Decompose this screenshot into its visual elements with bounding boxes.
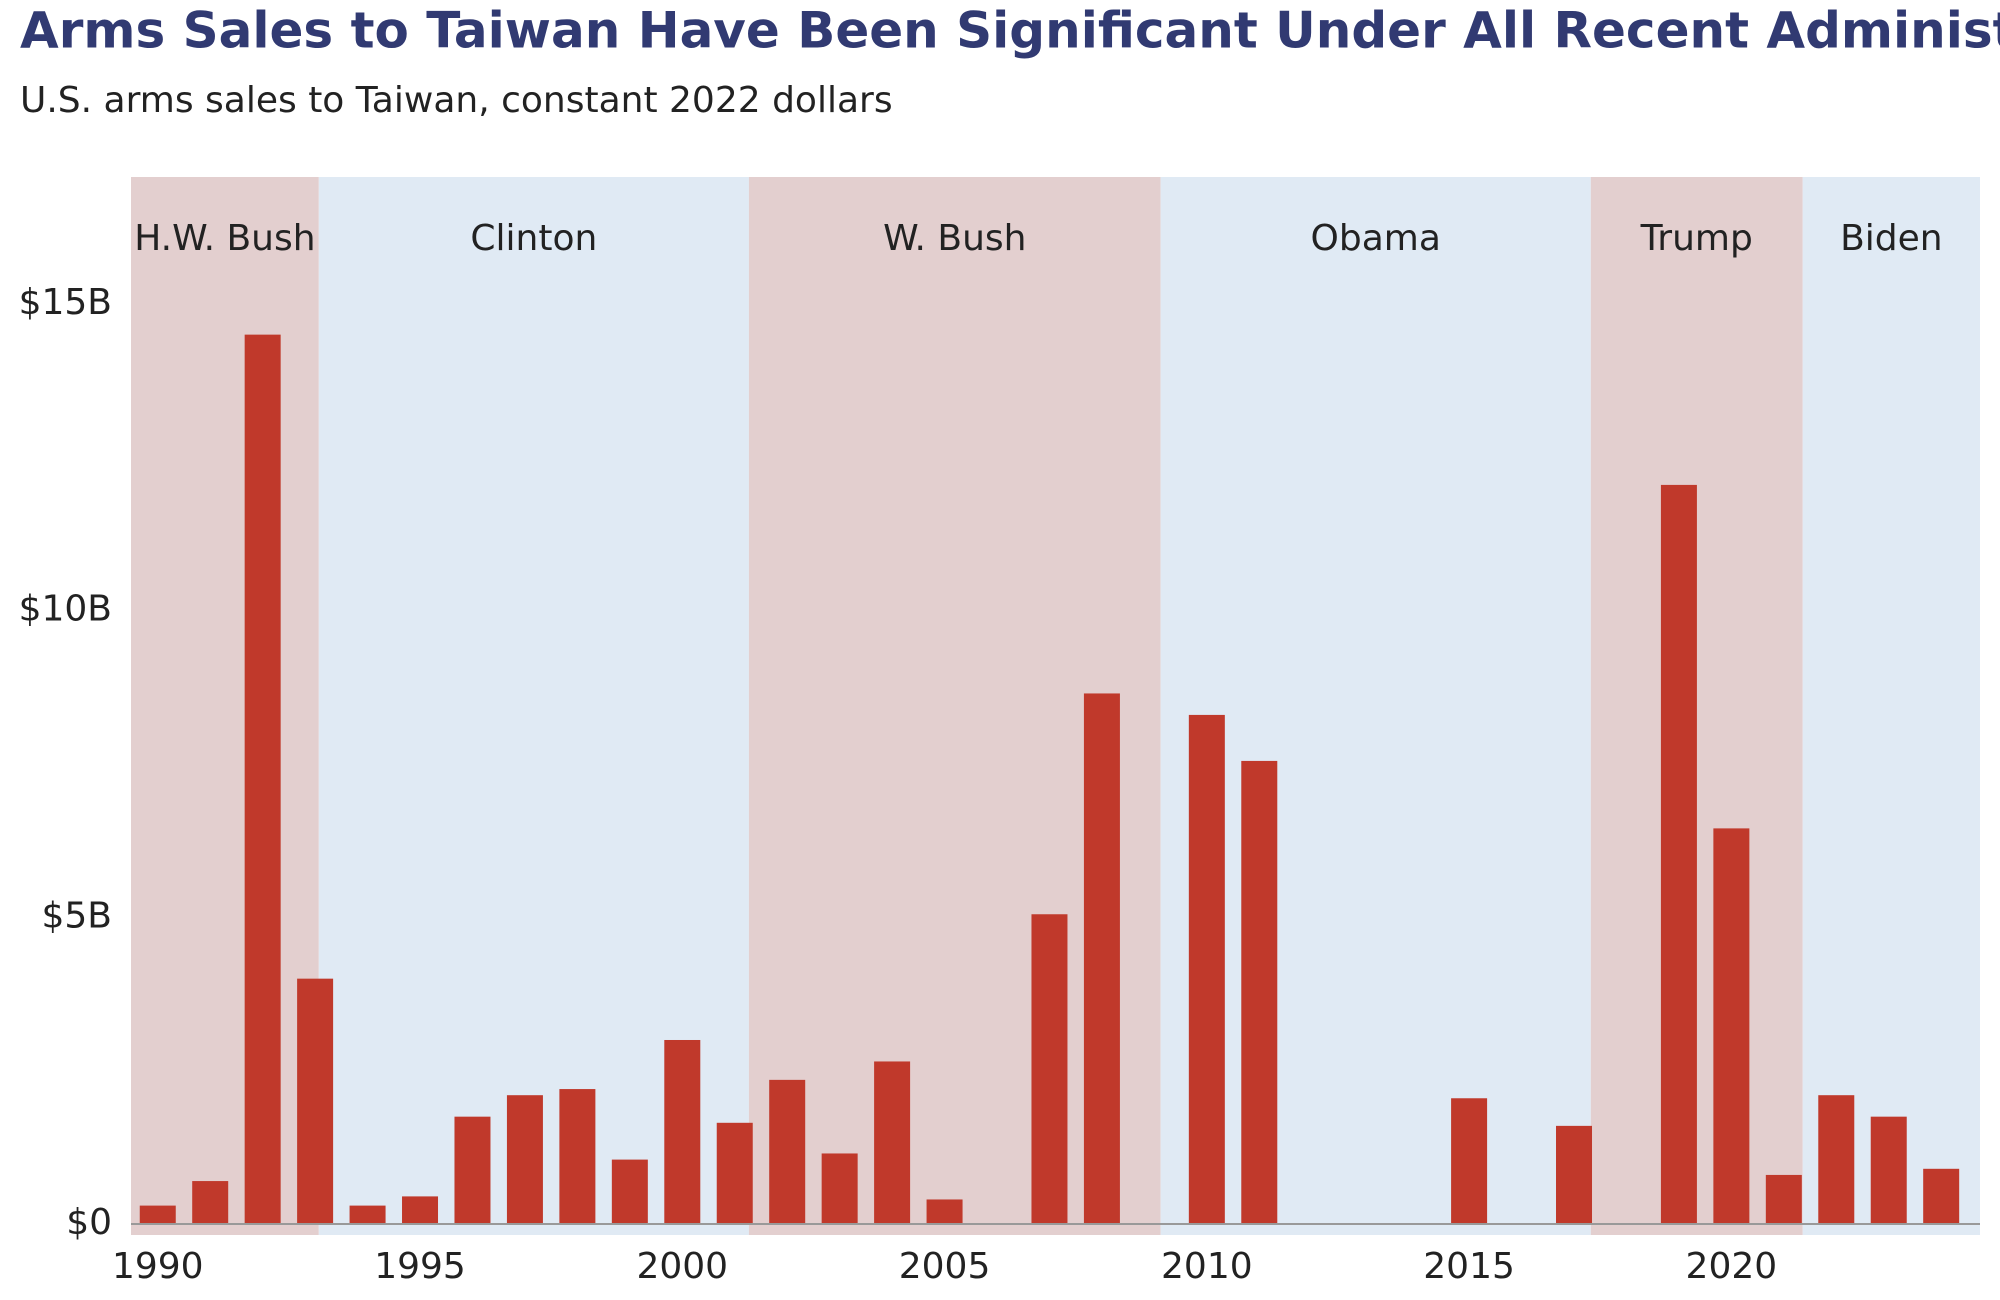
chart-subtitle: U.S. arms sales to Taiwan, constant 2022…: [20, 80, 893, 121]
x-tick-label: 1995: [374, 1246, 466, 1287]
administration-label: Obama: [1311, 218, 1441, 259]
bar: [926, 1199, 963, 1224]
bar: [454, 1116, 491, 1224]
bar: [1083, 693, 1120, 1224]
administration-band: [1802, 177, 1980, 1235]
bar: [664, 1039, 701, 1224]
bar: [402, 1196, 439, 1224]
y-tick-label: $0: [66, 1202, 112, 1243]
administration-label: H.W. Bush: [134, 218, 315, 259]
bar: [297, 978, 334, 1224]
administration-label: W. Bush: [883, 218, 1026, 259]
x-tick-label: 2015: [1423, 1246, 1515, 1287]
y-tick-label: $10B: [19, 589, 112, 630]
bar: [506, 1095, 543, 1224]
bar: [139, 1205, 176, 1224]
bar: [1818, 1095, 1855, 1224]
bar: [716, 1122, 753, 1224]
bar: [1870, 1116, 1907, 1224]
bar: [349, 1205, 386, 1224]
x-tick-label: 2000: [636, 1246, 728, 1287]
y-tick-label: $5B: [41, 895, 112, 936]
x-tick-label: 2020: [1686, 1246, 1778, 1287]
y-tick-label: $15B: [19, 282, 112, 323]
bar: [1556, 1125, 1593, 1224]
administration-band: [1160, 177, 1591, 1235]
bar: [1765, 1174, 1802, 1224]
administration-label: Trump: [1640, 218, 1753, 259]
bar: [1451, 1098, 1488, 1224]
bar: [1660, 484, 1697, 1224]
bar: [1713, 828, 1750, 1224]
bar: [1241, 760, 1278, 1224]
bar: [559, 1089, 596, 1224]
bar: [821, 1153, 858, 1224]
x-tick-label: 2010: [1161, 1246, 1253, 1287]
x-tick-label: 1990: [112, 1246, 204, 1287]
bar: [611, 1159, 648, 1224]
bar: [874, 1061, 911, 1224]
bar: [244, 334, 281, 1224]
bar: [1188, 714, 1225, 1224]
chart-title: Arms Sales to Taiwan Have Been Significa…: [20, 2, 2000, 60]
x-tick-label: 2005: [899, 1246, 991, 1287]
administration-band: [131, 177, 319, 1235]
bar: [769, 1079, 806, 1224]
administration-label: Biden: [1840, 218, 1943, 259]
bar: [192, 1181, 229, 1224]
bar: [1923, 1168, 1960, 1224]
bar: [1031, 914, 1068, 1224]
administration-label: Clinton: [470, 218, 597, 259]
